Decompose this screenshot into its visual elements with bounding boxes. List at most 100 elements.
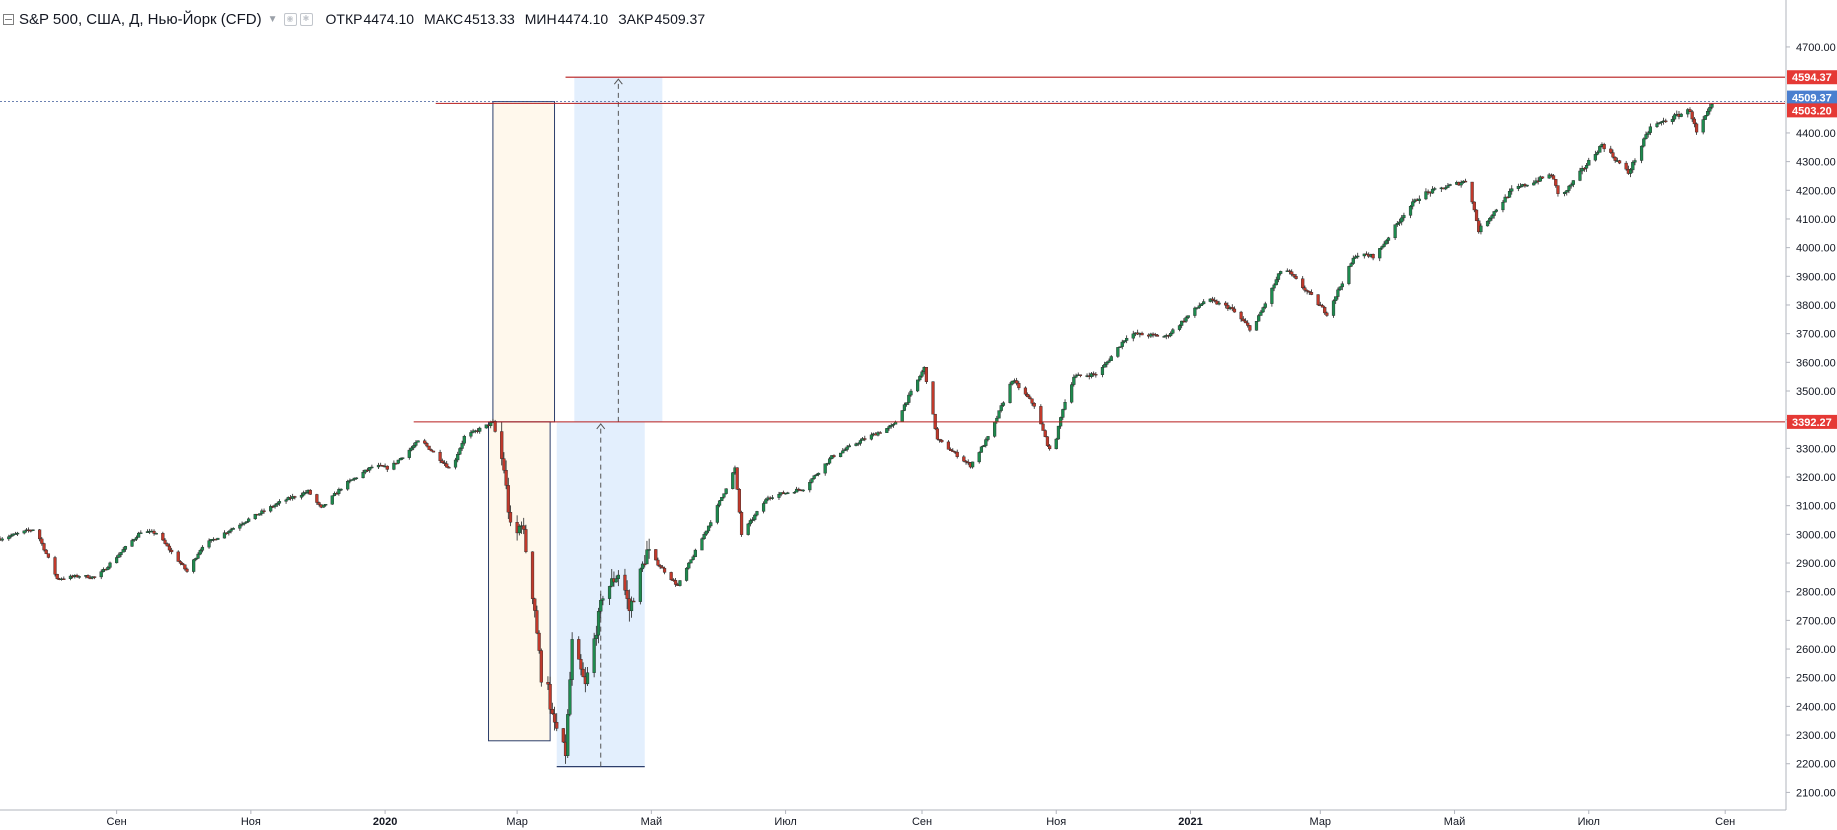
- candle-body: [1395, 223, 1399, 225]
- candle-436: [1340, 281, 1344, 291]
- candle-body: [1230, 307, 1234, 310]
- range-box-2: [488, 421, 551, 742]
- candle-40: [121, 547, 125, 553]
- candle-362: [1116, 347, 1120, 358]
- candle-body: [982, 445, 986, 448]
- eye-icon[interactable]: ◉: [283, 12, 297, 26]
- settings-icon[interactable]: ✱: [299, 12, 313, 26]
- candle-body: [1613, 156, 1617, 161]
- candle-312: [962, 455, 966, 463]
- candle-body: [856, 443, 860, 445]
- symbol-title[interactable]: S&P 500, США, Д, Нью-Йорк (CFD): [19, 10, 262, 28]
- candle-body: [1670, 118, 1674, 122]
- candle-214: [658, 563, 662, 570]
- candle-551: [1694, 122, 1699, 135]
- candle-body: [792, 492, 796, 494]
- candle-body: [1272, 284, 1276, 289]
- candle-291: [894, 420, 898, 425]
- candle-body: [548, 683, 552, 710]
- candle-241: [739, 510, 744, 537]
- candle-body: [1538, 176, 1542, 182]
- candle-body: [876, 432, 880, 436]
- candle-body: [1617, 160, 1622, 164]
- candle-body: [1030, 398, 1034, 404]
- candle-420: [1292, 273, 1296, 278]
- candle-body: [1655, 123, 1659, 127]
- candle-84: [258, 513, 262, 516]
- candle-517: [1593, 150, 1597, 162]
- candle-body: [1659, 121, 1663, 123]
- candle-body: [1032, 403, 1036, 407]
- candle-527: [1624, 160, 1628, 171]
- candle-body: [1028, 396, 1032, 400]
- candle-503: [1549, 173, 1553, 178]
- candle-body: [654, 549, 658, 561]
- candle-461: [1417, 195, 1421, 204]
- candle-body: [949, 449, 953, 451]
- candle-458: [1411, 198, 1415, 210]
- candle-224: [689, 559, 693, 564]
- candle-body: [1248, 325, 1252, 331]
- candle-body: [401, 457, 405, 459]
- candle-body: [93, 576, 97, 578]
- candle-body: [1694, 123, 1699, 133]
- horizontal-levels[interactable]: [0, 76, 1785, 423]
- candle-191: [585, 666, 590, 687]
- candle-267: [823, 463, 827, 476]
- price-tick-label: 4400.00: [1796, 128, 1836, 140]
- candle-body: [579, 659, 583, 670]
- candle-body: [832, 455, 836, 458]
- candle-405: [1246, 320, 1250, 328]
- candle-549: [1690, 109, 1694, 122]
- price-tick-label: 4100.00: [1796, 214, 1836, 226]
- candle-62: [192, 558, 196, 574]
- candle-body: [1628, 169, 1633, 174]
- candle-432: [1331, 299, 1336, 318]
- candle-81: [247, 517, 251, 523]
- candle-body: [271, 506, 275, 508]
- candle-body: [1364, 253, 1369, 256]
- candle-body: [1402, 215, 1406, 219]
- collapse-legend-icon[interactable]: [3, 13, 14, 25]
- candle-485: [1492, 211, 1496, 219]
- high-value: 4513.33: [464, 11, 515, 27]
- candle-body: [500, 431, 504, 459]
- candle-body: [1701, 119, 1705, 133]
- time-tick-label: Сен: [1715, 816, 1735, 828]
- candle-body: [662, 567, 667, 573]
- candle-body: [920, 371, 924, 377]
- candle-body: [1582, 167, 1586, 170]
- candle-304: [935, 427, 940, 441]
- candle-354: [1089, 372, 1094, 379]
- candle-157: [484, 424, 488, 429]
- candle-body: [993, 421, 997, 437]
- candle-360: [1107, 358, 1111, 364]
- candle-486: [1494, 208, 1498, 213]
- candle-381: [1171, 328, 1175, 335]
- time-axis[interactable]: Сен Ноя 2020 Мар Май Июл Сен Ноя 2021 Мар Май Июл Се…: [0, 809, 1786, 828]
- candle-59: [181, 562, 185, 566]
- candle-57: [176, 550, 180, 562]
- candle-144: [442, 460, 447, 466]
- candle-314: [966, 459, 970, 466]
- candle-510: [1569, 182, 1573, 189]
- candle-401: [1232, 306, 1237, 313]
- candle-54: [165, 542, 169, 547]
- candle-203: [625, 580, 629, 610]
- candle-body: [1061, 409, 1065, 418]
- candle-body: [88, 577, 92, 580]
- candle-435: [1338, 286, 1342, 292]
- price-axis[interactable]: 2100.00 2200.00 2300.00 2400.00 2500.00 2600.…: [1785, 0, 1837, 810]
- candle-516: [1587, 157, 1591, 166]
- candle-412: [1270, 287, 1274, 307]
- candle-body: [478, 427, 482, 432]
- candle-228: [702, 532, 706, 540]
- candle-body: [1571, 180, 1575, 185]
- time-tick-label: Мар: [1310, 816, 1332, 828]
- candle-body: [253, 513, 257, 520]
- candle-201: [616, 570, 620, 587]
- candle-206: [632, 597, 636, 603]
- chevron-down-icon[interactable]: ▼: [267, 13, 278, 25]
- candle-371: [1140, 331, 1144, 336]
